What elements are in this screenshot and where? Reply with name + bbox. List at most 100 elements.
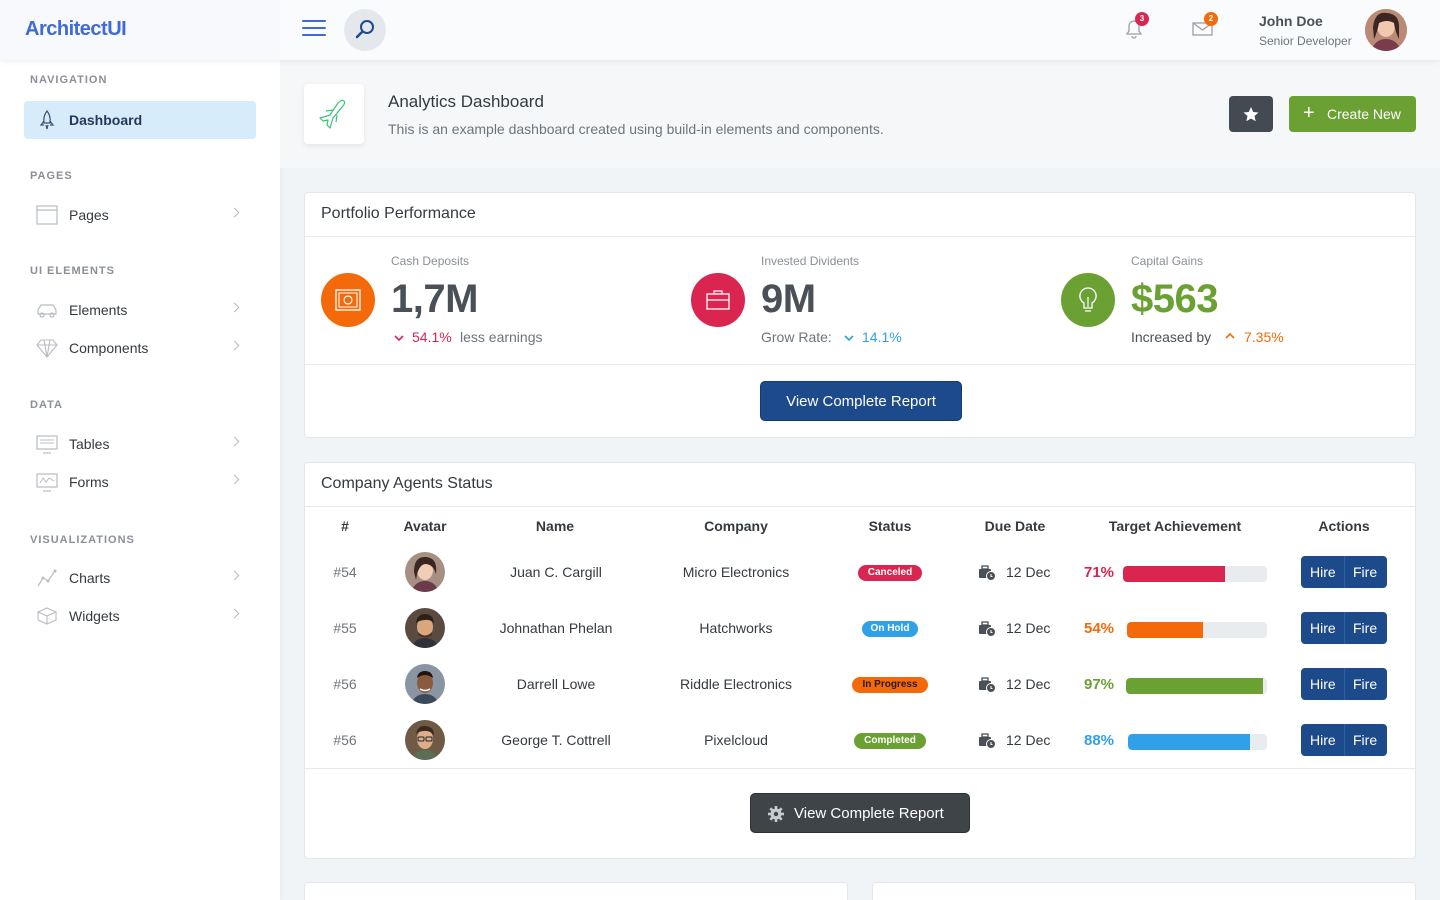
sidebar-item-charts[interactable]: Charts (24, 559, 256, 597)
page-title: Analytics Dashboard (388, 92, 544, 111)
user-name[interactable]: John Doe (1259, 13, 1323, 29)
stat-label: Cash Deposits (391, 254, 470, 268)
hire-button[interactable]: Hire (1310, 620, 1336, 636)
page-subtitle: This is an example dashboard created usi… (388, 121, 884, 137)
stat-suffix: less earnings (460, 329, 543, 345)
card-title: Portfolio Performance (321, 205, 476, 222)
sidebar-item-dashboard[interactable]: Dashboard (24, 101, 256, 139)
chevron-right-icon (229, 207, 240, 218)
fire-button[interactable]: Fire (1353, 732, 1378, 748)
logo-area: ArchitectUI (0, 0, 280, 60)
agent-name: Darrell Lowe (516, 676, 596, 692)
agent-company: Pixelcloud (704, 732, 768, 748)
chevron-right-icon (229, 608, 240, 619)
chevron-right-icon (229, 570, 240, 581)
due-date: 12 Dec (1006, 676, 1051, 692)
rocket-icon (39, 110, 55, 130)
hire-button[interactable]: Hire (1310, 732, 1336, 748)
hire-fire-button-group: Hire Fire (1301, 724, 1387, 756)
column-header: Status (868, 518, 912, 534)
sidebar-item-pages[interactable]: Pages (24, 196, 256, 234)
agent-name: Johnathan Phelan (499, 620, 613, 636)
hire-fire-button-group: Hire Fire (1301, 612, 1387, 644)
user-avatar[interactable] (1365, 9, 1407, 51)
view-complete-report-button[interactable]: View Complete Report (760, 381, 962, 421)
view-complete-report-dark-button[interactable]: View Complete Report (750, 793, 970, 833)
create-new-button[interactable]: + Create New (1289, 96, 1416, 132)
briefcase-icon (706, 290, 730, 310)
target-progress-bar (1128, 734, 1267, 750)
diamond-icon (36, 339, 58, 358)
avatar (405, 552, 445, 592)
favorite-button[interactable] (1229, 96, 1273, 132)
star-icon (1243, 107, 1259, 122)
table-row: #56 George T. Cottrell Pixelcloud Comple… (305, 712, 1415, 768)
fire-button[interactable]: Fire (1353, 620, 1378, 636)
sidebar-item-tables[interactable]: Tables (24, 425, 256, 463)
chevron-up-icon (1225, 332, 1235, 339)
sidebar-heading-navigation: NAVIGATION (30, 74, 108, 86)
app-logo[interactable]: ArchitectUI (25, 18, 127, 40)
create-new-label: Create New (1327, 106, 1401, 122)
due-date: 12 Dec (1006, 620, 1051, 636)
agent-name: George T. Cottrell (501, 732, 611, 748)
stat-value: 9M (761, 277, 816, 321)
stat-prefix: Grow Rate: (761, 329, 832, 345)
search-button[interactable] (344, 9, 386, 51)
sidebar-item-elements[interactable]: Elements (24, 291, 256, 329)
status-badge: In Progress (852, 677, 928, 693)
sidebar-item-label: Forms (69, 474, 109, 490)
stat-change: 54.1% (412, 329, 452, 345)
notifications-button[interactable]: 3 (1120, 12, 1149, 42)
business-time-icon (979, 565, 996, 581)
row-id: #55 (333, 620, 357, 636)
sidebar: NAVIGATION Dashboard PAGES Pages UI ELEM… (0, 60, 280, 900)
form-icon (36, 473, 58, 492)
due-date: 12 Dec (1006, 564, 1051, 580)
due-date: 12 Dec (1006, 732, 1051, 748)
chevron-right-icon (229, 474, 240, 485)
target-percent: 54% (1084, 620, 1115, 637)
sidebar-item-components[interactable]: Components (24, 329, 256, 367)
hire-fire-button-group: Hire Fire (1301, 668, 1387, 700)
sidebar-heading-pages: PAGES (30, 170, 73, 182)
hire-button[interactable]: Hire (1310, 564, 1336, 580)
avatar (405, 664, 445, 704)
sidebar-item-label: Pages (69, 207, 109, 223)
column-header: Company (704, 518, 768, 534)
hire-button[interactable]: Hire (1310, 676, 1336, 692)
stat-label: Capital Gains (1131, 254, 1204, 268)
stat-value: 1,7M (391, 277, 478, 321)
sidebar-item-forms[interactable]: Forms (24, 463, 256, 501)
menu-toggle-icon[interactable] (302, 20, 326, 38)
stat-prefix: Increased by (1131, 329, 1212, 345)
box-icon (37, 607, 57, 625)
column-header: Avatar (403, 518, 447, 534)
cash-deposits-icon-circle (321, 273, 375, 327)
search-icon (355, 20, 374, 39)
invested-dividents-icon-circle (691, 273, 745, 327)
row-id: #54 (333, 564, 357, 580)
hire-fire-button-group: Hire Fire (1301, 556, 1387, 588)
chevron-down-icon (394, 335, 404, 342)
notifications-badge: 3 (1135, 12, 1149, 26)
sidebar-item-label: Components (69, 340, 149, 356)
status-badge: Canceled (858, 565, 922, 581)
sidebar-heading-ui-elements: UI ELEMENTS (30, 265, 115, 277)
row-id: #56 (333, 676, 357, 692)
sidebar-item-widgets[interactable]: Widgets (24, 597, 256, 635)
lightbulb-icon (1079, 287, 1097, 312)
sidebar-item-label: Charts (69, 570, 111, 586)
fire-button[interactable]: Fire (1353, 676, 1378, 692)
messages-button[interactable]: 2 (1189, 12, 1218, 42)
card-title: Company Agents Status (321, 475, 493, 492)
target-percent: 88% (1084, 732, 1115, 749)
page-title-icon-box (304, 84, 364, 144)
business-time-icon (979, 621, 996, 637)
stat-change: 14.1% (862, 329, 902, 345)
chevron-right-icon (229, 340, 240, 351)
column-header: # (341, 518, 349, 534)
fire-button[interactable]: Fire (1353, 564, 1378, 580)
messages-badge: 2 (1204, 12, 1218, 26)
sidebar-item-label: Elements (69, 302, 128, 318)
